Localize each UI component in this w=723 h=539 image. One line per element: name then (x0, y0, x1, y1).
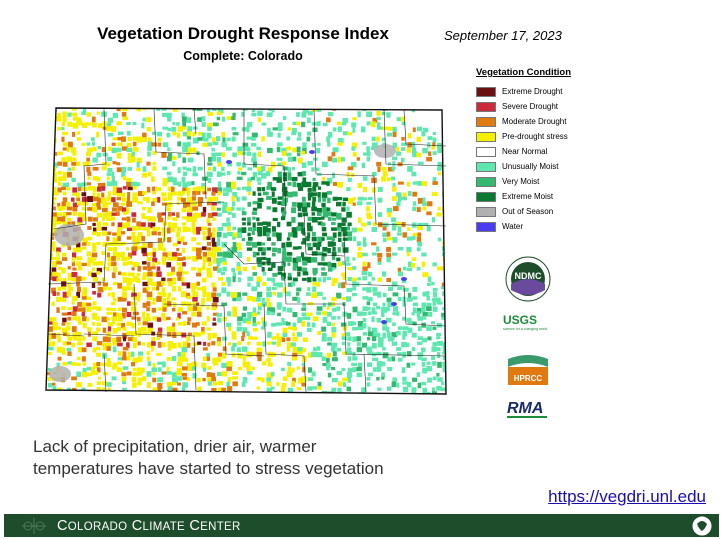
hprcc-logo: HPRCC (508, 345, 548, 385)
svg-text:HPRCC: HPRCC (514, 374, 543, 383)
svg-text:RMA: RMA (507, 400, 543, 417)
legend-swatch (476, 86, 496, 97)
legend-swatch (476, 146, 496, 157)
legend-title: Vegetation Condition (476, 67, 571, 78)
svg-text:science for a changing world: science for a changing world (503, 327, 547, 331)
legend-item: Extreme Drought (476, 84, 616, 99)
rma-logo: RMA (507, 400, 547, 418)
legend-label: Out of Season (502, 207, 554, 216)
legend-item: Unusually Moist (476, 159, 616, 174)
legend-swatch (476, 101, 496, 112)
legend-swatch (476, 176, 496, 187)
caption: Lack of precipitation, drier air, warmer… (33, 436, 473, 480)
legend-items: Extreme Drought Severe Drought Moderate Dr… (476, 84, 616, 234)
leaf-pattern-icon (22, 518, 46, 534)
colorado-vegdri-map (45, 107, 447, 395)
caption-line-2: temperatures have started to stress vege… (33, 459, 384, 478)
legend-label: Moderate Drought (502, 117, 567, 126)
legend-label: Extreme Moist (502, 192, 554, 201)
legend-item: Out of Season (476, 204, 616, 219)
footer-bar: COLORADO CLIMATE CENTER (4, 514, 719, 537)
legend-label: Severe Drought (502, 102, 559, 111)
legend-swatch (476, 206, 496, 217)
legend-swatch (476, 116, 496, 127)
usgs-logo: USGS science for a changing world (503, 313, 547, 331)
legend-item: Pre-drought stress (476, 129, 616, 144)
legend-swatch (476, 221, 496, 232)
vegdri-link[interactable]: https://vegdri.unl.edu (548, 487, 706, 506)
legend-label: Pre-drought stress (502, 132, 568, 141)
svg-text:USGS: USGS (503, 313, 537, 327)
legend-label: Very Moist (502, 177, 540, 186)
map-title: Vegetation Drought Response Index (97, 24, 389, 43)
footer-title: COLORADO CLIMATE CENTER (57, 518, 241, 534)
legend-label: Water (502, 222, 524, 231)
legend-item: Very Moist (476, 174, 616, 189)
map-subtitle: Complete: Colorado (183, 49, 303, 63)
legend-item: Water (476, 219, 616, 234)
legend: Vegetation Condition Extreme Drought Seve… (476, 67, 616, 234)
legend-item: Extreme Moist (476, 189, 616, 204)
legend-label: Near Normal (502, 147, 548, 156)
legend-swatch (476, 131, 496, 142)
legend-swatch (476, 161, 496, 172)
legend-item: Moderate Drought (476, 114, 616, 129)
caption-line-1: Lack of precipitation, drier air, warmer (33, 437, 317, 456)
legend-label: Extreme Drought (502, 87, 563, 96)
svg-text:NDMC: NDMC (515, 271, 542, 281)
map-date: September 17, 2023 (444, 28, 562, 43)
legend-label: Unusually Moist (502, 162, 559, 171)
ndmc-logo: NDMC (505, 256, 551, 302)
legend-item: Severe Drought (476, 99, 616, 114)
legend-item: Near Normal (476, 144, 616, 159)
csu-ram-icon (691, 515, 713, 537)
legend-swatch (476, 191, 496, 202)
